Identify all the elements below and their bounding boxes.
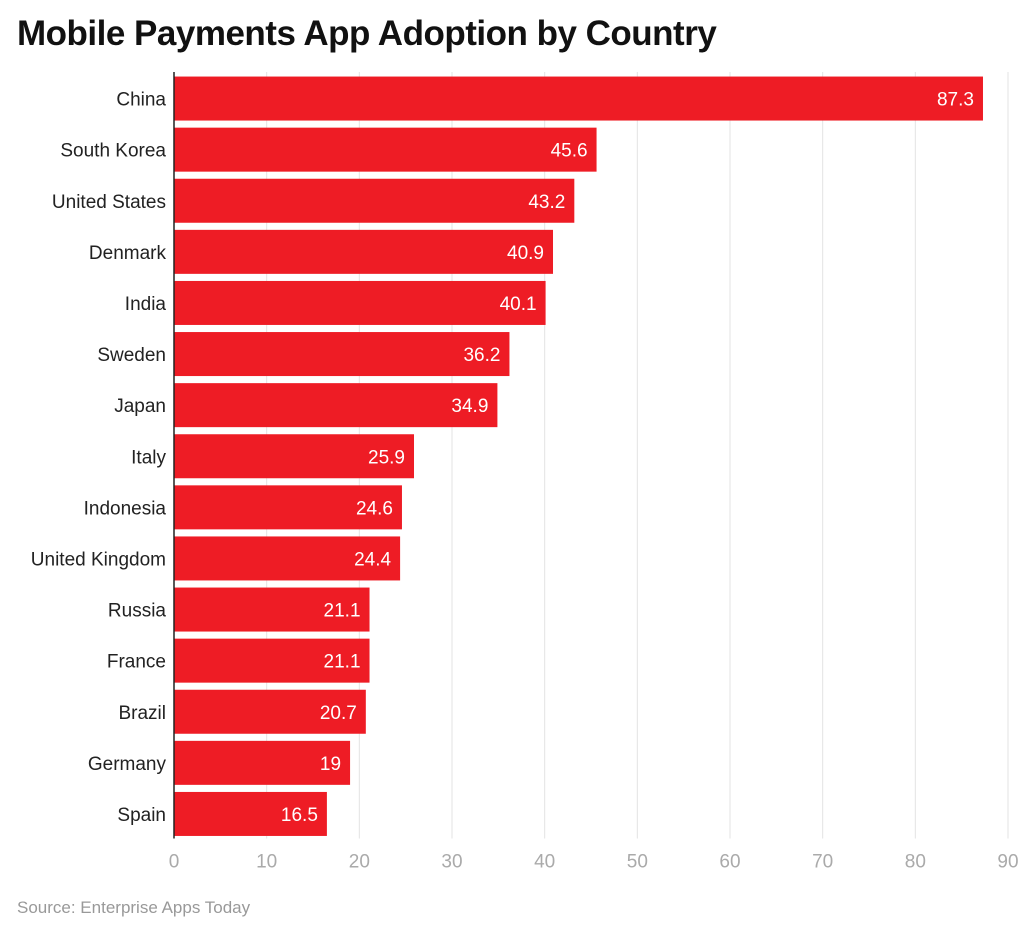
category-label: China — [116, 90, 166, 111]
x-tick-label: 50 — [627, 852, 648, 873]
data-label: 40.1 — [500, 294, 537, 315]
data-label: 25.9 — [368, 447, 405, 468]
bar — [174, 689, 366, 734]
category-label: France — [107, 652, 166, 673]
data-label: 45.6 — [551, 141, 588, 162]
bar — [174, 587, 370, 632]
category-label: India — [125, 294, 167, 315]
bar — [174, 229, 554, 274]
x-tick-label: 90 — [997, 852, 1018, 873]
category-label: South Korea — [60, 141, 166, 162]
data-label: 34.9 — [451, 396, 488, 417]
data-label: 21.1 — [324, 652, 361, 673]
x-tick-label: 20 — [349, 852, 370, 873]
bar — [174, 76, 983, 121]
bar — [174, 638, 370, 683]
category-label: Germany — [88, 754, 167, 775]
x-tick-label: 70 — [812, 852, 833, 873]
x-tick-label: 10 — [256, 852, 277, 873]
bar — [174, 178, 575, 223]
data-label: 40.9 — [507, 243, 544, 264]
bar — [174, 740, 351, 785]
category-label: Japan — [114, 396, 166, 417]
x-tick-label: 40 — [534, 852, 555, 873]
x-tick-label: 30 — [441, 852, 462, 873]
chart-title: Mobile Payments App Adoption by Country — [17, 14, 717, 53]
category-label: Italy — [131, 447, 166, 468]
x-tick-label: 0 — [169, 852, 180, 873]
bar — [174, 791, 327, 836]
data-label: 87.3 — [937, 90, 974, 111]
category-label: Brazil — [118, 703, 166, 724]
source-note: Source: Enterprise Apps Today — [17, 898, 251, 917]
bar — [174, 332, 510, 377]
category-label: Denmark — [89, 243, 167, 264]
category-label: Russia — [108, 601, 167, 622]
category-label: United States — [52, 192, 166, 213]
data-label: 16.5 — [281, 805, 318, 826]
x-tick-label: 80 — [905, 852, 926, 873]
data-label: 19 — [320, 754, 341, 775]
category-label: Indonesia — [84, 498, 167, 519]
bar — [174, 280, 546, 325]
x-tick-label: 60 — [719, 852, 740, 873]
category-label: United Kingdom — [31, 549, 166, 570]
data-label: 24.6 — [356, 498, 393, 519]
data-label: 20.7 — [320, 703, 357, 724]
bar — [174, 434, 415, 479]
data-label: 21.1 — [324, 601, 361, 622]
category-label: Sweden — [97, 345, 166, 366]
bar — [174, 383, 498, 428]
data-label: 43.2 — [528, 192, 565, 213]
bar — [174, 485, 402, 530]
category-label: Spain — [117, 805, 166, 826]
data-label: 36.2 — [463, 345, 500, 366]
bar — [174, 127, 597, 172]
data-label: 24.4 — [354, 549, 391, 570]
bar — [174, 536, 401, 581]
